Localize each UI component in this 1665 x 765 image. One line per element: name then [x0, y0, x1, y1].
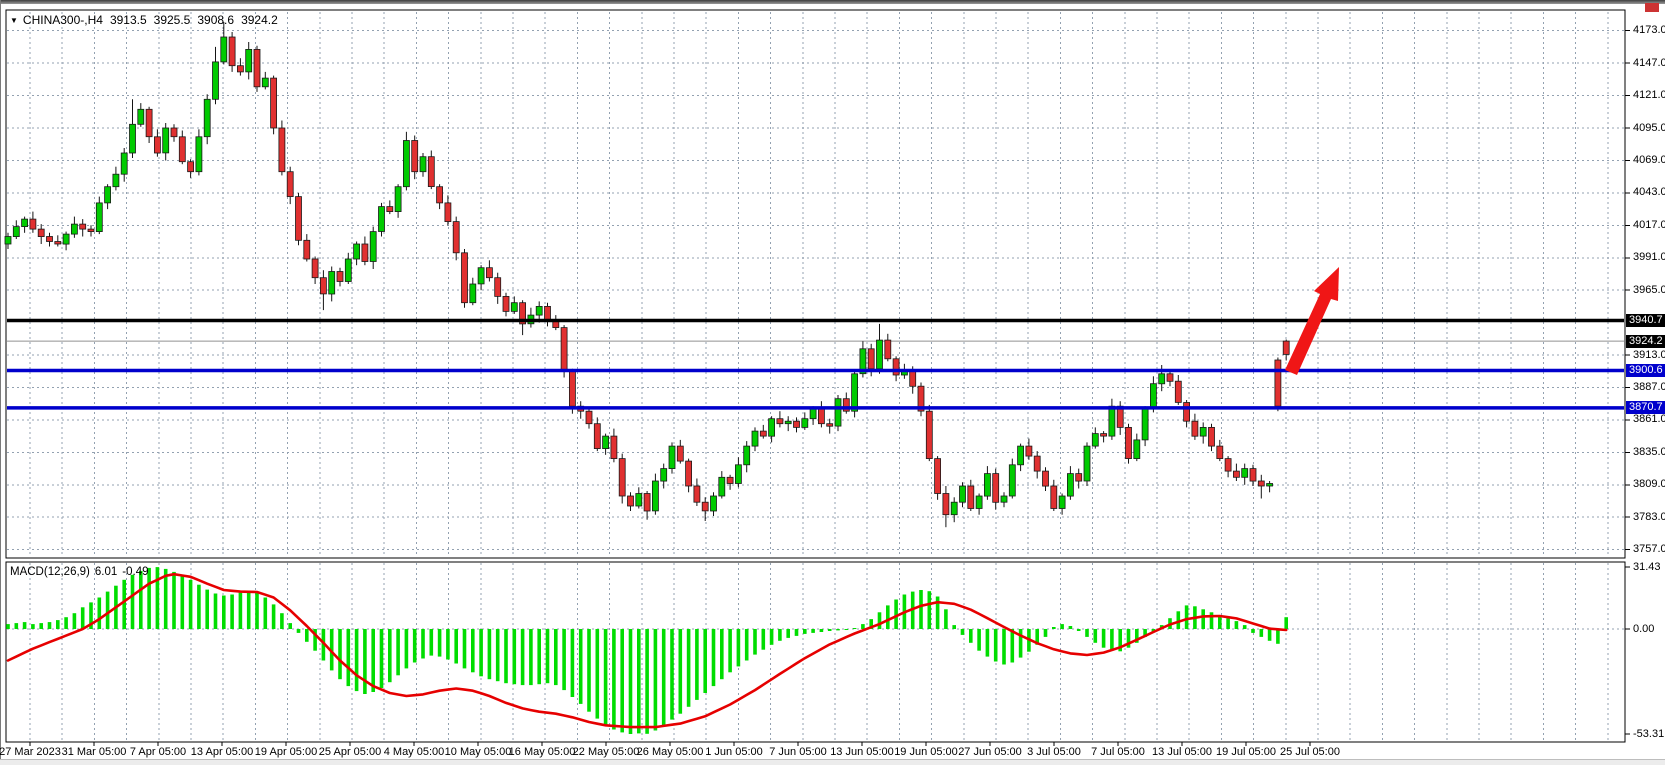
- price-tick-label: 4017.0: [1633, 219, 1665, 231]
- date-tick-label: 13 Jul 05:00: [1152, 746, 1212, 758]
- price-tick-label: 3991.0: [1633, 251, 1665, 263]
- macd-main-value: 6.01: [94, 566, 118, 578]
- date-tick-label: 25 Jul 05:00: [1280, 746, 1340, 758]
- date-tick-label: 1 Jun 05:00: [705, 746, 763, 758]
- macd-histogram: [6, 567, 1288, 734]
- price-tick-label: 3835.0: [1633, 446, 1665, 458]
- date-tick-label: 31 Mar 05:00: [61, 746, 127, 758]
- price-tick-label: 4095.0: [1633, 122, 1665, 134]
- date-tick-label: 4 May 05:00: [383, 746, 445, 758]
- chart-menu-arrow-icon[interactable]: ▼: [10, 16, 18, 25]
- price-tick-label: 3965.0: [1633, 284, 1665, 296]
- support-resistance-lines[interactable]: [7, 318, 1624, 410]
- date-tick-label: 19 Jun 05:00: [894, 746, 958, 758]
- date-tick-label: 27 Mar 2023: [0, 746, 61, 758]
- date-tick-label: 25 Apr 05:00: [318, 746, 382, 758]
- date-tick-label: 13 Jun 05:00: [830, 746, 894, 758]
- price-tick-label: 3809.0: [1633, 478, 1665, 490]
- main-panel-frame: [5, 9, 1626, 743]
- window-left-edge: [0, 0, 1, 765]
- window-bottom-strip: [0, 759, 1665, 765]
- date-tick-label: 26 May 05:00: [636, 746, 704, 758]
- window-top-edge: [0, 0, 1665, 4]
- price-tick-label: 4043.0: [1633, 186, 1665, 198]
- trend-arrow[interactable]: [1285, 267, 1339, 375]
- date-tick-label: 7 Jun 05:00: [769, 746, 827, 758]
- price-tick-label: 3783.0: [1633, 511, 1665, 523]
- price-tick-label: 3913.0: [1633, 349, 1665, 361]
- date-tick-label: 3 Jul 05:00: [1027, 746, 1081, 758]
- date-tick-label: 10 May 05:00: [444, 746, 512, 758]
- panel-divider[interactable]: [6, 558, 1625, 562]
- close-value: 3924.2: [241, 13, 278, 27]
- price-tick-label: 3757.0: [1633, 543, 1665, 555]
- price-tick-label: 4069.0: [1633, 154, 1665, 166]
- date-tick-label: 13 Apr 05:00: [190, 746, 254, 758]
- low-value: 3908.6: [197, 13, 235, 27]
- date-tick-label: 16 May 05:00: [508, 746, 576, 758]
- price-tick-label: 4173.0: [1633, 24, 1665, 36]
- alert-indicator: [1645, 3, 1659, 12]
- price-badge: 3900.6: [1626, 364, 1665, 377]
- price-tick-label: 4147.0: [1633, 57, 1665, 69]
- price-tick-label: 4121.0: [1633, 89, 1665, 101]
- date-tick-label: 7 Jul 05:00: [1091, 746, 1145, 758]
- price-badge: 3940.7: [1626, 314, 1665, 327]
- grid: [7, 12, 1624, 741]
- date-tick-label: 22 May 05:00: [572, 746, 640, 758]
- macd-tick-label: -53.31: [1633, 728, 1665, 740]
- date-tick-label: 19 Apr 05:00: [254, 746, 318, 758]
- macd-tick-label: 31.43: [1633, 561, 1661, 573]
- price-badge: 3870.7: [1626, 401, 1665, 414]
- price-tick-label: 3861.0: [1633, 413, 1665, 425]
- symbol-period-label: CHINA300-,H4: [22, 13, 103, 27]
- open-value: 3913.5: [109, 13, 147, 27]
- macd-indicator-label: MACD(12,26,9) 6.01 -0.49: [10, 566, 149, 578]
- date-tick-label: 19 Jul 05:00: [1216, 746, 1276, 758]
- macd-tick-label: 0.00: [1633, 623, 1655, 635]
- date-tick-label: 7 Apr 05:00: [129, 746, 187, 758]
- axis-ticks: [29, 30, 1630, 746]
- candles-series: [4, 22, 1290, 528]
- price-badge: 3924.2: [1626, 335, 1665, 348]
- high-value: 3925.5: [153, 13, 191, 27]
- macd-name: MACD(12,26,9): [10, 566, 90, 578]
- chart-title: ▼ CHINA300-,H4 3913.5 3925.5 3908.6 3924.2: [10, 13, 278, 27]
- macd-signal-value: -0.49: [122, 566, 149, 578]
- date-tick-label: 27 Jun 05:00: [958, 746, 1022, 758]
- macd-signal-line: [6, 572, 1288, 729]
- price-tick-label: 3887.0: [1633, 381, 1665, 393]
